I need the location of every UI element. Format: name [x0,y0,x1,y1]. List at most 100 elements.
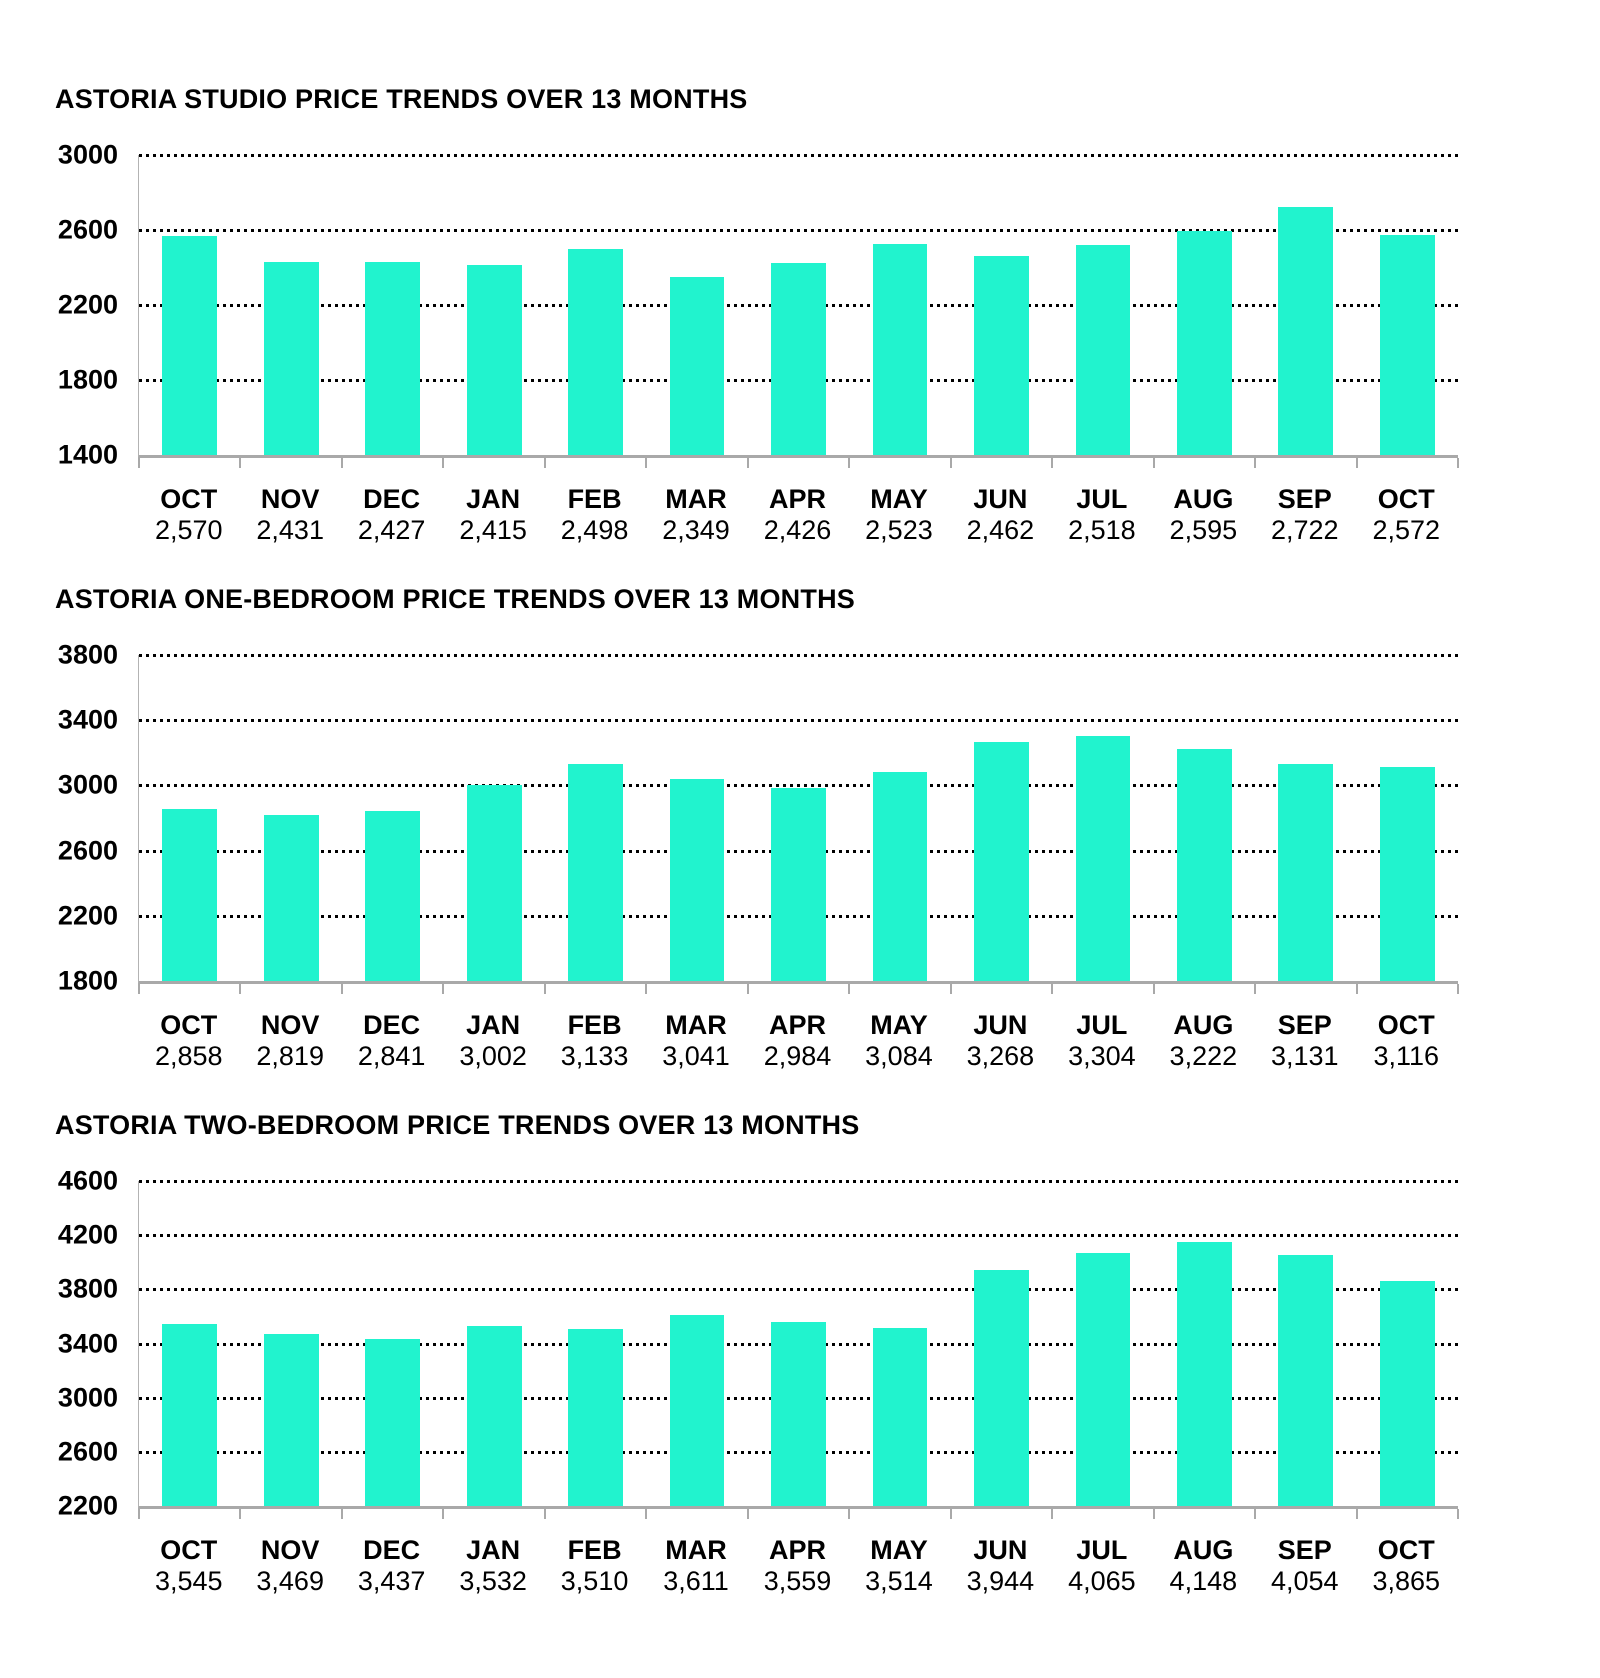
chart-title: ASTORIA ONE-BEDROOM PRICE TRENDS OVER 13… [55,584,855,614]
month-label: MAR [665,484,727,514]
axis-tick [848,1509,851,1519]
gridline [139,719,1458,723]
month-label: MAR [665,1535,727,1565]
axis-tick [1355,458,1358,468]
x-axis: OCT 3,545 NOV 3,469 DEC 3,437 JAN 3,532 FEB 3,510… [138,1535,1457,1597]
month-label: JAN [466,1010,521,1040]
value-label: 2,462 [966,515,1035,545]
y-tick-label: 2200 [57,900,118,931]
month-label: JUL [1076,484,1128,514]
bar [872,771,928,981]
plot-area [138,154,1459,468]
month-label: AUG [1173,1010,1234,1040]
x-axis-cell: MAR 3,611 [645,1535,746,1597]
month-label: NOV [260,1535,320,1565]
bar [1177,230,1232,455]
bar-slot [342,155,443,455]
x-axis-cell: JUN 2,462 [950,484,1051,546]
bar [669,778,725,981]
y-tick-label: 3000 [57,769,118,800]
x-axis-cell: AUG 3,222 [1153,1010,1254,1072]
x-axis-cell: MAR 3,041 [645,1010,746,1072]
bar-slot [139,1181,240,1506]
bar [1075,1253,1131,1506]
axis-tick [239,458,242,468]
month-label: FEB [567,1535,622,1565]
value-label: 3,944 [966,1566,1035,1596]
month-label: APR [768,1535,826,1565]
month-label: OCT [160,484,218,514]
value-label: 2,349 [662,515,730,545]
axis-tick [340,984,343,994]
axis-tick [1355,1509,1358,1519]
x-axis-cell: OCT 3,545 [138,1535,239,1597]
axis-tick [239,984,242,994]
bar-slot [545,655,646,981]
x-axis-cell: NOV 2,431 [239,484,340,546]
bar-slot [342,655,443,981]
charts-root: ASTORIA STUDIO PRICE TRENDS OVER 13 MONT… [0,86,1600,1597]
month-label: DEC [363,484,421,514]
axis-tick [1051,984,1054,994]
x-axis-cell: AUG 2,595 [1153,484,1254,546]
bar-slot [646,1181,747,1506]
month-label: JAN [466,484,521,514]
bar-slot [1154,155,1255,455]
y-tick-label: 3400 [57,1328,118,1358]
y-tick-label: 2200 [57,289,118,320]
bar [1379,766,1435,981]
bar [568,249,623,455]
bar-slot [443,155,544,455]
month-label: FEB [567,1010,622,1040]
y-tick-label: 3800 [57,1273,118,1304]
value-label: 3,002 [459,1041,527,1071]
axis-tick [645,458,648,468]
value-label: 3,116 [1373,1041,1440,1071]
bar-slot [443,655,544,981]
value-label: 3,510 [560,1566,629,1596]
month-label: OCT [1377,1010,1435,1040]
chart-section: ASTORIA TWO-BEDROOM PRICE TRENDS OVER 13… [0,1112,1600,1597]
gridline [139,1234,1458,1238]
month-label: DEC [363,1010,421,1040]
axis-tick [1457,984,1459,994]
x-axis-cell: DEC 3,437 [341,1535,442,1597]
bar-slot [139,155,240,455]
y-tick-label: 1800 [57,965,118,996]
value-label: 2,841 [357,1041,426,1071]
axis-tick [848,458,851,468]
y-axis: 4600 4200 3800 3400 3000 2600 2200 [0,1167,138,1519]
month-label: AUG [1173,1535,1234,1565]
axis-tick [442,1509,445,1519]
bar [263,814,319,981]
x-axis-cell: JUN 3,944 [950,1535,1051,1597]
month-label: JUN [973,1010,1028,1040]
bar-slots [139,655,1458,981]
value-label: 2,415 [459,515,527,545]
value-label: 2,518 [1068,515,1136,545]
bar [466,264,522,455]
plot-area [138,654,1459,994]
bar-slot [240,655,341,981]
x-axis-cell: AUG 4,148 [1153,1535,1254,1597]
y-tick-label: 3000 [57,139,118,170]
month-label: MAY [870,1535,928,1565]
axis-tick [1355,984,1358,994]
bar-slot [1357,1181,1458,1506]
bar-slot [849,1181,950,1506]
month-label: FEB [567,484,622,514]
x-axis-cell: FEB 2,498 [544,484,645,546]
month-label: JAN [466,1535,521,1565]
axis-tick [746,984,749,994]
value-label: 3,532 [459,1566,527,1596]
x-axis-cell: JAN 2,415 [442,484,543,546]
x-axis-cell: JUL 3,304 [1051,1010,1152,1072]
month-label: AUG [1173,484,1234,514]
bar-slot [951,655,1052,981]
bar [669,1314,725,1506]
value-label: 4,148 [1169,1566,1238,1596]
bar [466,785,522,981]
bar-slot [951,1181,1052,1506]
y-tick-label: 4200 [57,1219,118,1250]
